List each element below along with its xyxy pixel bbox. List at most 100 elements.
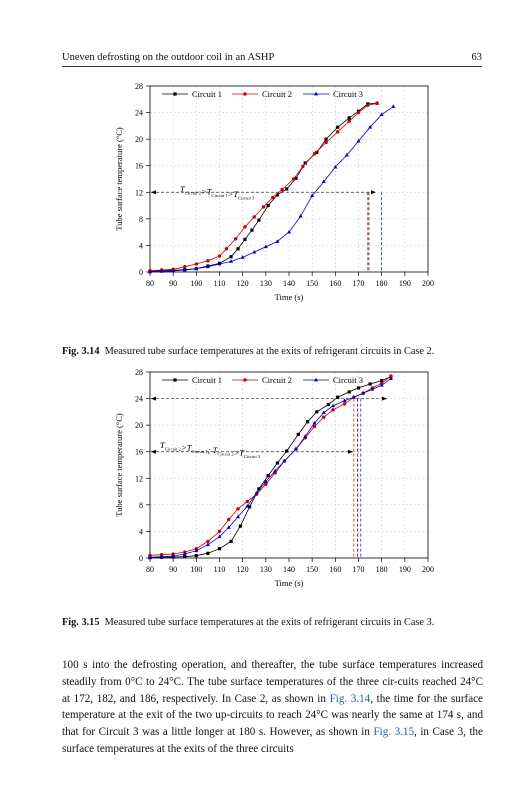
series-circuit-2 — [148, 374, 393, 558]
data-point — [315, 150, 319, 155]
data-point — [182, 551, 187, 556]
reference-lines — [151, 396, 387, 558]
running-head-title: Uneven defrosting on the outdoor coil in… — [62, 52, 275, 63]
data-point — [271, 195, 275, 200]
data-point — [194, 262, 199, 266]
data-point — [324, 137, 328, 141]
data-point — [336, 125, 340, 129]
data-point — [159, 554, 164, 559]
data-point — [321, 410, 326, 414]
axes: 80 90 100 110 120 130 140 150 160 170 180 190 200 0 4 8… — [114, 82, 434, 302]
series-line — [149, 375, 392, 556]
data-point — [236, 507, 240, 511]
figure-reference-link[interactable]: Fig. 3.15 — [373, 726, 414, 739]
caption-text: Measured tube surface temperatures at th… — [104, 346, 435, 357]
y-tick-label: 4 — [139, 527, 143, 536]
legend-marker — [173, 92, 177, 96]
y-tick-label: 28 — [135, 368, 143, 377]
data-point — [388, 376, 393, 381]
data-point — [379, 383, 384, 387]
figure-reference-link[interactable]: Fig. 3.14 — [329, 692, 371, 705]
y-tick-label: 24 — [135, 109, 143, 118]
data-point — [266, 203, 270, 208]
data-point — [379, 112, 384, 116]
x-tick-label: 100 — [190, 565, 202, 574]
data-point — [305, 420, 310, 424]
x-tick-label: 150 — [306, 565, 318, 574]
data-point — [282, 458, 287, 463]
annotation-subscript: Circuit 1 — [191, 449, 208, 454]
data-point — [263, 479, 268, 484]
y-tick-label: 8 — [139, 501, 143, 510]
x-tick-label: 130 — [260, 565, 272, 574]
data-point — [217, 254, 222, 258]
x-tick-label: 80 — [146, 565, 154, 574]
body-text-part: 100 s into the defrosting operation, and… — [62, 659, 483, 705]
legend-label: Circuit 2 — [262, 89, 292, 99]
data-point — [351, 395, 356, 399]
figure-3-14: 80 90 100 110 120 130 140 150 160 170 180 190 200 0 4 8… — [108, 78, 438, 322]
data-point — [257, 487, 261, 491]
figure-3-15: 80 90 100 110 120 130 140 150 160 170 180 190 200 0 4 8… — [108, 364, 438, 608]
data-point — [368, 382, 372, 386]
data-point — [356, 110, 361, 115]
x-tick-label: 80 — [146, 279, 154, 288]
data-point — [285, 187, 289, 191]
y-tick-label: 24 — [135, 395, 143, 404]
y-tick-label: 28 — [135, 82, 143, 91]
legend-marker — [314, 91, 318, 96]
y-tick-label: 12 — [135, 188, 143, 197]
x-tick-label: 140 — [283, 565, 295, 574]
arrow-head — [348, 449, 353, 454]
data-point — [287, 229, 291, 234]
y-axis-label: Tube surface temperature (°C) — [114, 413, 124, 517]
data-point — [336, 395, 340, 399]
x-tick-label: 140 — [283, 279, 295, 288]
data-point — [333, 164, 338, 169]
body-paragraph: 100 s into the defrosting operation, and… — [62, 657, 483, 758]
data-point — [370, 387, 375, 391]
data-point — [315, 410, 319, 414]
x-tick-label: 120 — [237, 279, 249, 288]
legend-label: Circuit 3 — [333, 89, 363, 99]
annotation-subscript: Circuit 2 — [217, 452, 234, 457]
data-point — [245, 503, 250, 508]
data-point — [252, 215, 256, 219]
series-circuit-3 — [148, 104, 396, 274]
data-point — [229, 259, 234, 263]
data-point — [229, 539, 233, 543]
annotation: TCircuit 2>TCircuit 1>TCircuit 3 — [180, 184, 255, 201]
data-point — [217, 547, 222, 551]
annotation-part: >T — [181, 443, 193, 453]
legend-marker — [173, 378, 177, 382]
x-tick-label: 180 — [376, 565, 388, 574]
y-tick-label: 20 — [135, 421, 143, 430]
data-point — [347, 116, 351, 120]
x-tick-label: 120 — [237, 565, 249, 574]
series-line — [149, 106, 394, 273]
data-point — [303, 434, 308, 438]
data-point — [206, 539, 210, 544]
data-point — [240, 255, 245, 259]
data-point — [291, 177, 296, 181]
data-point — [298, 214, 303, 218]
data-point — [217, 261, 222, 266]
data-point — [245, 499, 249, 504]
data-point — [227, 517, 231, 522]
data-point — [183, 555, 187, 559]
data-point — [326, 402, 330, 407]
data-point — [194, 554, 198, 558]
header-rule — [62, 66, 482, 67]
x-tick-label: 180 — [376, 279, 388, 288]
data-point — [285, 449, 289, 453]
data-point — [229, 255, 233, 259]
data-point — [293, 446, 298, 451]
data-point — [206, 551, 210, 555]
x-tick-label: 170 — [353, 565, 365, 574]
series-circuit-2 — [148, 101, 379, 273]
data-point — [148, 269, 152, 274]
y-tick-label: 8 — [139, 215, 143, 224]
annotation-part: T — [180, 184, 186, 194]
y-tick-label: 0 — [139, 268, 143, 277]
y-axis-label: Tube surface temperature (°C) — [114, 127, 124, 231]
